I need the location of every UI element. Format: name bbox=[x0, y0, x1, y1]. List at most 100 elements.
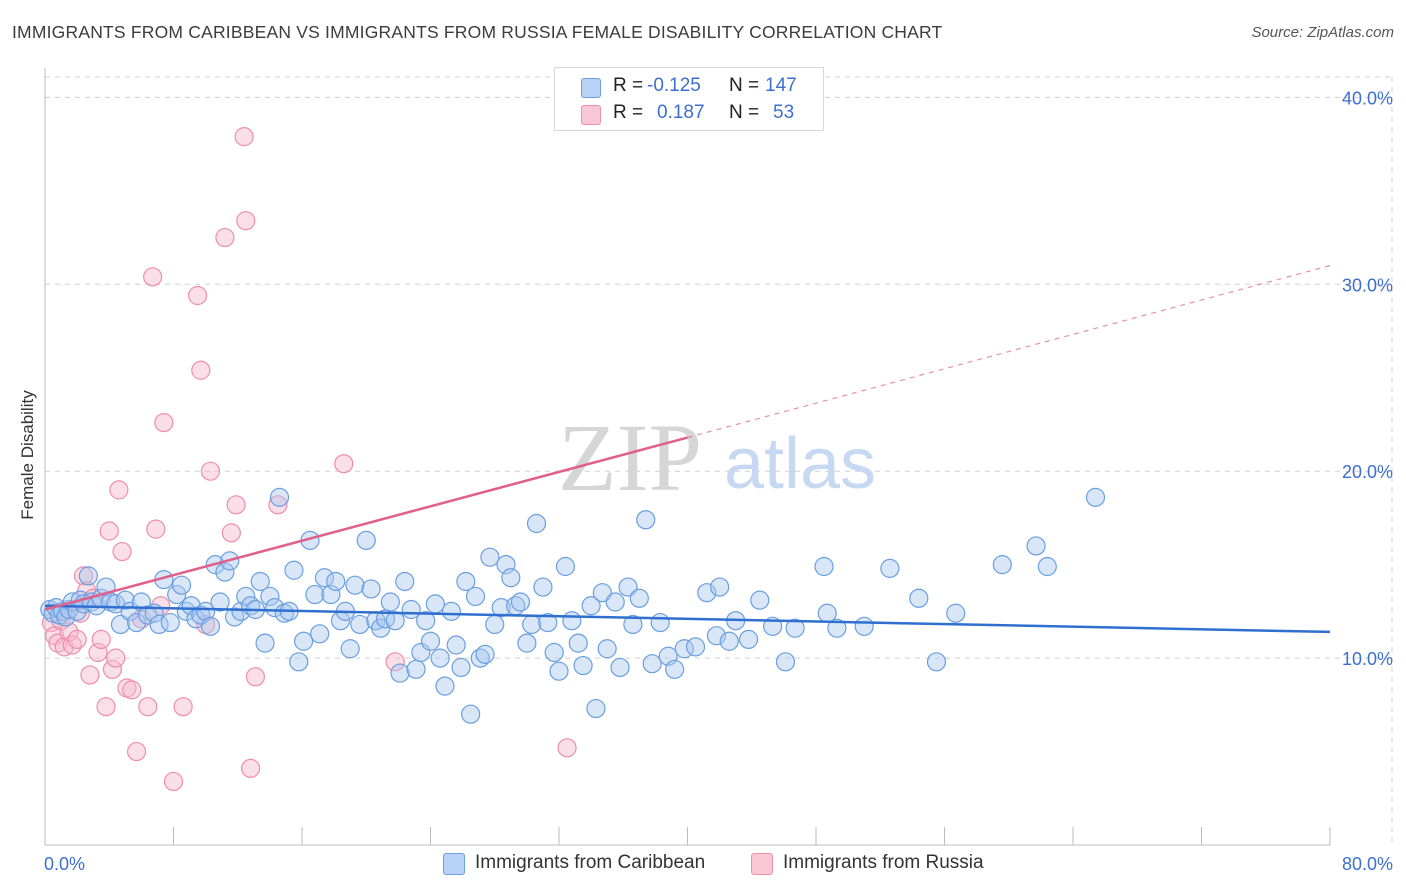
n-value: 147 bbox=[765, 75, 797, 96]
data-point bbox=[241, 758, 261, 778]
data-point bbox=[880, 558, 900, 578]
data-point bbox=[491, 598, 511, 618]
data-point bbox=[78, 566, 98, 586]
data-point bbox=[441, 601, 461, 621]
data-point bbox=[173, 697, 193, 717]
caribbean-points bbox=[40, 487, 1106, 724]
y-tick-label: 10.0% bbox=[1342, 649, 1393, 669]
data-point bbox=[305, 584, 325, 605]
russia-swatch bbox=[581, 105, 601, 125]
legend-row-russia: R = 0.187 N = 53 bbox=[555, 102, 823, 128]
data-point bbox=[629, 588, 649, 608]
data-point bbox=[236, 211, 256, 231]
data-point bbox=[544, 642, 564, 663]
data-point bbox=[446, 635, 466, 655]
data-point bbox=[475, 644, 495, 664]
caribbean-swatch bbox=[443, 853, 465, 875]
data-point bbox=[909, 588, 929, 608]
data-point bbox=[310, 624, 330, 644]
y-tick-label: 20.0% bbox=[1342, 462, 1393, 482]
data-point bbox=[946, 603, 966, 623]
r-value: 0.187 bbox=[657, 102, 705, 123]
data-point bbox=[992, 555, 1012, 575]
data-point bbox=[106, 648, 126, 668]
data-point bbox=[526, 513, 547, 534]
data-point bbox=[549, 661, 569, 681]
data-point bbox=[191, 360, 211, 380]
data-point bbox=[854, 616, 874, 636]
y-tick-label: 30.0% bbox=[1342, 275, 1393, 295]
data-point bbox=[234, 127, 254, 147]
data-point bbox=[522, 614, 542, 635]
data-point bbox=[785, 618, 805, 638]
data-point bbox=[226, 495, 246, 515]
data-point bbox=[91, 629, 111, 650]
data-point bbox=[451, 657, 471, 678]
data-point bbox=[650, 612, 670, 633]
caribbean-trend-line bbox=[44, 604, 1331, 634]
data-point bbox=[151, 596, 171, 616]
data-point bbox=[642, 654, 662, 674]
watermark-zip: ZIP bbox=[558, 404, 702, 511]
data-point bbox=[406, 659, 426, 679]
data-point bbox=[517, 633, 537, 653]
data-point bbox=[110, 614, 131, 635]
data-point bbox=[102, 659, 123, 679]
data-point bbox=[112, 541, 132, 562]
data-point bbox=[255, 633, 275, 653]
data-point bbox=[425, 594, 445, 614]
data-point bbox=[395, 571, 415, 592]
data-point bbox=[80, 665, 100, 685]
data-point bbox=[200, 616, 221, 636]
data-point bbox=[109, 480, 129, 500]
data-point bbox=[245, 667, 266, 687]
data-point bbox=[171, 575, 192, 595]
data-point bbox=[390, 663, 410, 683]
data-point bbox=[231, 601, 251, 621]
data-point bbox=[555, 556, 576, 577]
n-label: N = bbox=[729, 102, 760, 123]
data-point bbox=[573, 655, 593, 676]
gridlines bbox=[45, 76, 1393, 845]
data-point bbox=[67, 629, 87, 650]
data-point bbox=[775, 652, 796, 672]
series-legend: Immigrants from Caribbean Immigrants fro… bbox=[0, 852, 1406, 878]
tick-labels: 10.0% 20.0% 30.0% 40.0% 0.0% 80.0% bbox=[44, 88, 1393, 874]
data-point bbox=[738, 629, 759, 650]
data-point bbox=[685, 637, 706, 657]
data-point bbox=[350, 614, 370, 635]
russia-swatch bbox=[751, 853, 773, 875]
data-point bbox=[380, 592, 400, 612]
data-point bbox=[568, 633, 588, 653]
data-point bbox=[636, 510, 656, 530]
data-point bbox=[480, 547, 500, 567]
data-point bbox=[260, 586, 280, 607]
data-point bbox=[510, 592, 531, 612]
data-point bbox=[340, 639, 360, 659]
data-point bbox=[1026, 536, 1046, 556]
data-point bbox=[167, 584, 187, 605]
axes bbox=[44, 68, 1331, 846]
r-value: -0.125 bbox=[647, 75, 701, 96]
data-point bbox=[196, 601, 216, 621]
trend-lines bbox=[44, 265, 1331, 634]
n-value: 53 bbox=[773, 102, 795, 123]
data-point bbox=[610, 657, 630, 678]
data-point bbox=[326, 571, 346, 592]
data-point bbox=[138, 697, 158, 717]
data-point bbox=[361, 579, 381, 599]
data-point bbox=[268, 495, 288, 515]
data-point bbox=[926, 652, 947, 672]
data-point bbox=[122, 680, 142, 700]
russia-trend-extension bbox=[687, 265, 1331, 439]
x-tick-label-min: 0.0% bbox=[44, 854, 85, 874]
n-label: N = bbox=[729, 75, 760, 96]
data-point bbox=[1085, 487, 1106, 507]
data-point bbox=[146, 519, 166, 539]
data-point bbox=[420, 631, 441, 651]
data-point bbox=[501, 568, 521, 588]
data-point bbox=[73, 566, 94, 586]
data-point bbox=[143, 267, 163, 287]
data-point bbox=[814, 556, 834, 577]
